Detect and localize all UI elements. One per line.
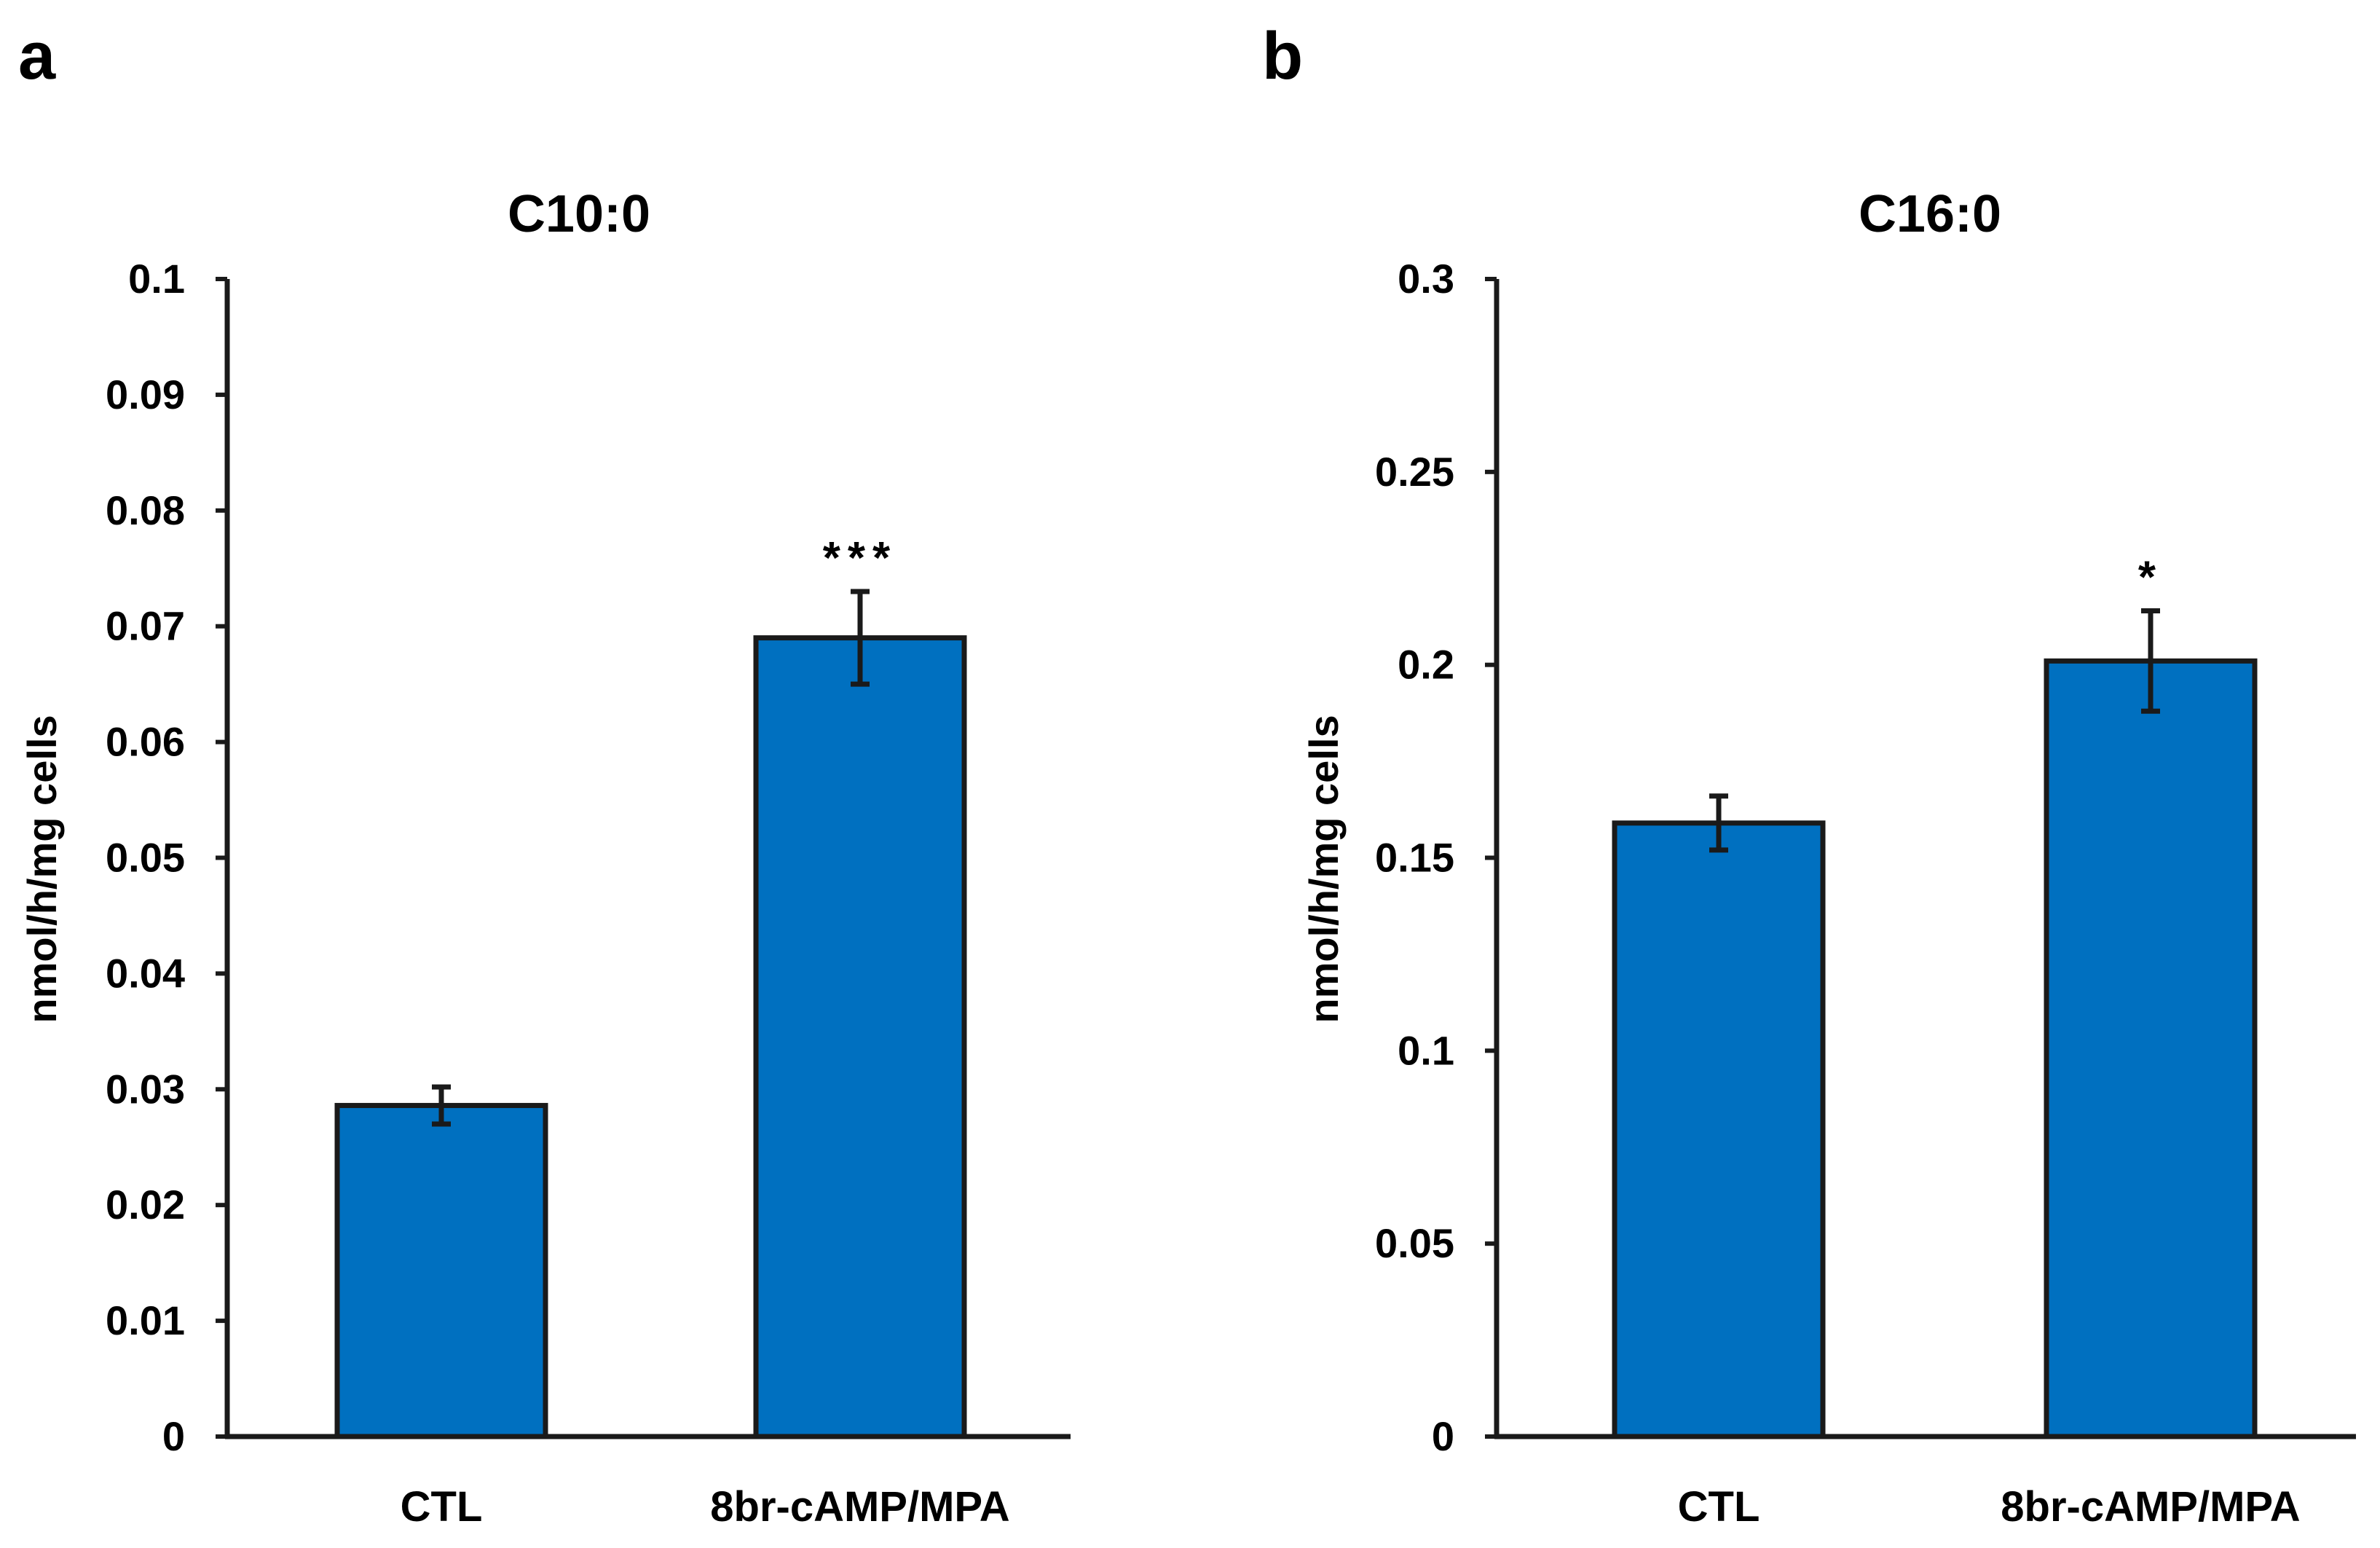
x-tick-label: 8br-cAMP/MPA xyxy=(2001,1483,2300,1531)
chart-panel-b: b C16:0 nmol/h/mg cells 0 0.05 0.1 0.15 0.2 0.25… xyxy=(1262,19,2356,1531)
y-tick-label: 0 xyxy=(162,1413,185,1459)
chart-panel-a: a C10:0 nmol/h/mg cells 0 0.01 0.02 0.03 0.04 0.… xyxy=(18,19,1071,1531)
bar-ctl xyxy=(1612,820,1826,1439)
y-tick-label: 0.03 xyxy=(106,1066,185,1112)
chart-title: C16:0 xyxy=(1859,185,2001,243)
y-tick-label: 0.05 xyxy=(106,835,185,881)
y-tick-label: 0.07 xyxy=(106,603,185,649)
x-tick-label: CTL xyxy=(1678,1483,1760,1531)
y-axis-label: nmol/h/mg cells xyxy=(19,715,65,1023)
y-tick-label: 0.25 xyxy=(1375,449,1454,495)
y-tick-label: 0.1 xyxy=(128,256,185,302)
y-tick-label: 0.3 xyxy=(1398,256,1454,302)
y-tick-label: 0.04 xyxy=(106,950,185,996)
significance-marker: * xyxy=(2138,553,2163,603)
y-tick-label: 0.2 xyxy=(1398,642,1454,688)
y-axis-label: nmol/h/mg cells xyxy=(1301,715,1347,1023)
chart-title: C10:0 xyxy=(508,185,650,243)
panel-label: a xyxy=(18,19,56,93)
y-tick-label: 0.02 xyxy=(106,1182,185,1227)
y-tick-label: 0 xyxy=(1432,1413,1454,1459)
y-tick-label: 0.05 xyxy=(1375,1220,1454,1266)
panel-label: b xyxy=(1262,19,1303,93)
y-tick-label: 0.15 xyxy=(1375,835,1454,881)
bar-treatment xyxy=(753,635,967,1439)
y-tick-label: 0.09 xyxy=(106,372,185,417)
y-tick-label: 0.1 xyxy=(1398,1027,1454,1073)
y-tick-label: 0.06 xyxy=(106,719,185,765)
x-tick-label: CTL xyxy=(401,1483,483,1531)
bar-ctl xyxy=(334,1103,548,1439)
significance-marker: *** xyxy=(823,533,897,584)
y-tick-label: 0.08 xyxy=(106,487,185,533)
y-tick-label: 0.01 xyxy=(106,1297,185,1343)
x-tick-label: 8br-cAMP/MPA xyxy=(710,1483,1009,1531)
bar-treatment xyxy=(2044,658,2258,1439)
